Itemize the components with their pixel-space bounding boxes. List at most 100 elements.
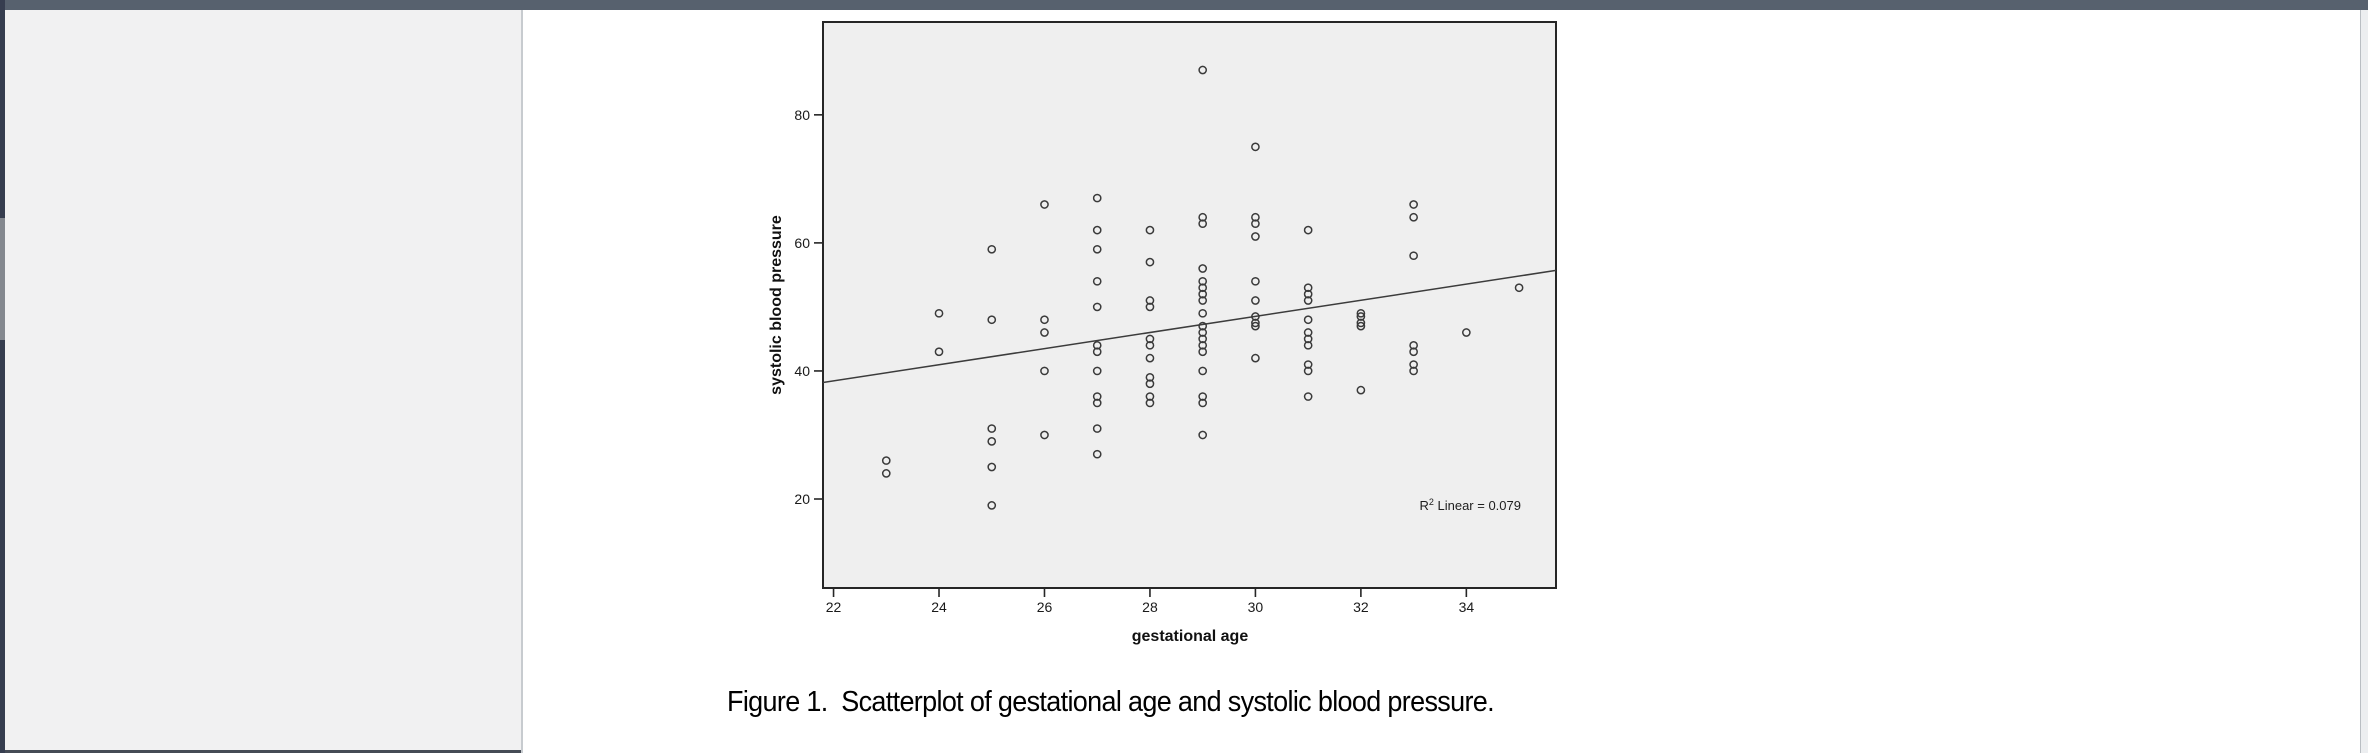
- data-point: [1040, 200, 1049, 209]
- data-point: [1145, 334, 1155, 344]
- x-tick-label: 22: [826, 599, 842, 615]
- data-point: [1198, 398, 1208, 408]
- data-point: [1040, 328, 1049, 337]
- y-tick-label: 20: [794, 491, 810, 507]
- data-point: [1092, 193, 1102, 203]
- data-point: [1198, 328, 1208, 337]
- data-point: [1092, 276, 1102, 286]
- scatterplot-figure: 20 40 60 80 22 24 26 28 30 32 34 gestational age s…: [768, 21, 1557, 645]
- r2-base: R: [1419, 498, 1428, 513]
- data-point: [1251, 318, 1260, 328]
- data-point: [1145, 257, 1155, 267]
- x-tick-label: 34: [1459, 599, 1475, 615]
- x-axis-title: gestational age: [1132, 628, 1249, 645]
- x-tick-label: 30: [1248, 599, 1264, 615]
- data-point: [1198, 347, 1208, 357]
- data-point: [1092, 449, 1102, 459]
- data-point: [987, 315, 997, 325]
- data-point: [1303, 315, 1313, 325]
- data-point: [1303, 296, 1313, 305]
- data-point: [1198, 334, 1208, 344]
- data-point: [1145, 225, 1155, 235]
- data-point: [1198, 366, 1208, 376]
- right-scrollbar-track[interactable]: [2360, 10, 2368, 753]
- data-point: [987, 244, 997, 254]
- r2-superscript: 2: [1429, 497, 1434, 507]
- data-point: [1251, 212, 1260, 222]
- data-point: [1198, 212, 1208, 222]
- x-tick-label: 26: [1037, 599, 1053, 615]
- left-scrollbar-thumb[interactable]: [0, 218, 5, 340]
- data-point: [1198, 308, 1208, 318]
- x-tick-label: 24: [931, 599, 947, 615]
- data-point: [1145, 340, 1155, 350]
- data-point: [1251, 142, 1260, 152]
- fit-line: [822, 269, 1557, 384]
- panel-divider: [521, 10, 523, 753]
- sidebar-bottom-border: [0, 750, 523, 753]
- data-point: [1303, 334, 1313, 344]
- data-point: [987, 424, 997, 433]
- data-point: [934, 347, 944, 357]
- x-tick-label: 28: [1142, 599, 1158, 615]
- data-point: [1145, 302, 1155, 312]
- data-point: [1251, 312, 1260, 321]
- y-tick-label: 80: [794, 107, 810, 123]
- left-scrollbar-track[interactable]: [0, 0, 5, 753]
- data-point: [1409, 251, 1418, 261]
- data-point: [1356, 318, 1366, 328]
- data-point: [1198, 283, 1208, 293]
- data-point: [1303, 366, 1313, 376]
- data-point: [881, 456, 891, 465]
- data-point: [987, 437, 997, 446]
- data-point: [1092, 225, 1102, 235]
- data-point: [1356, 312, 1366, 321]
- data-point: [1303, 283, 1313, 293]
- data-point: [1409, 347, 1418, 357]
- data-point: [987, 462, 997, 472]
- data-point: [1198, 289, 1208, 299]
- data-point: [1040, 430, 1049, 440]
- data-point: [1092, 347, 1102, 357]
- data-point: [1145, 379, 1155, 389]
- data-point: [1198, 296, 1208, 305]
- data-point: [881, 469, 891, 478]
- data-point: [1198, 264, 1208, 273]
- data-point: [1356, 385, 1366, 395]
- data-point: [1092, 366, 1102, 376]
- r2-annotation: R2 Linear = 0.079: [1419, 497, 1521, 513]
- data-point: [934, 308, 944, 318]
- data-point: [1409, 200, 1418, 209]
- data-point: [1409, 340, 1418, 350]
- data-point: [1092, 302, 1102, 312]
- data-point: [1356, 321, 1366, 331]
- data-point: [1145, 398, 1155, 408]
- data-point: [1145, 353, 1155, 363]
- data-point: [1356, 308, 1366, 318]
- plot-area: [822, 21, 1557, 589]
- data-point: [1251, 296, 1260, 305]
- data-point: [1409, 360, 1418, 369]
- window-top-bar: [0, 0, 2368, 10]
- r2-rest: Linear = 0.079: [1434, 498, 1521, 513]
- data-point: [1303, 328, 1313, 337]
- data-point: [1198, 219, 1208, 229]
- data-point: [1040, 315, 1049, 325]
- data-point: [987, 501, 997, 510]
- figure-caption: Figure 1. Scatterplot of gestational age…: [727, 686, 1495, 718]
- document-area: 20 40 60 80 22 24 26 28 30 32 34 gestational age s…: [523, 10, 2360, 753]
- y-tick-label: 60: [794, 235, 810, 251]
- data-point: [1514, 283, 1524, 293]
- data-point: [1198, 276, 1208, 286]
- data-point: [1251, 219, 1260, 229]
- data-point: [1092, 244, 1102, 254]
- data-point: [1198, 430, 1208, 440]
- data-point: [1303, 340, 1313, 350]
- data-point: [1251, 276, 1260, 286]
- data-point: [1145, 373, 1155, 382]
- data-point: [1198, 321, 1208, 331]
- data-point: [1198, 65, 1208, 75]
- data-point: [1251, 353, 1260, 363]
- data-point: [1303, 289, 1313, 299]
- data-point: [1303, 360, 1313, 369]
